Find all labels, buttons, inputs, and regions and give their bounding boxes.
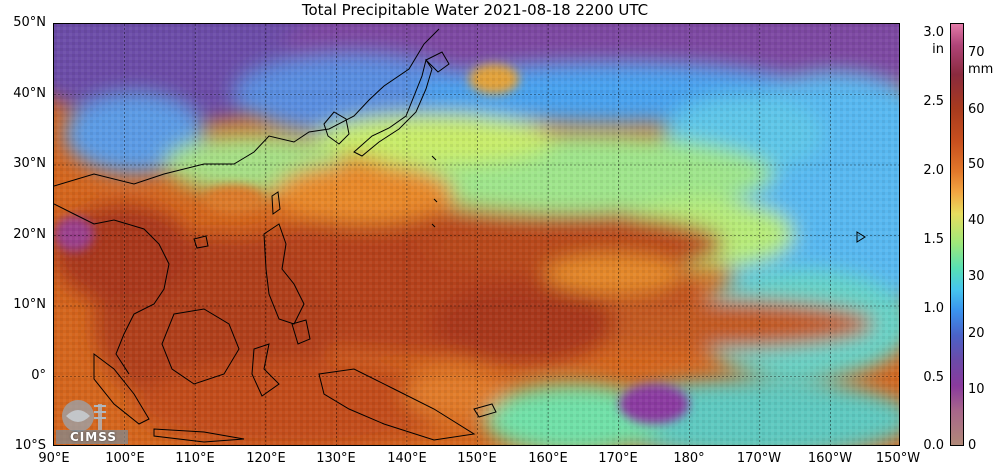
lon-label: 150°W xyxy=(875,451,921,466)
lat-label: 10°S xyxy=(14,438,46,453)
tpw-field xyxy=(54,24,899,445)
lat-label: 40°N xyxy=(13,86,46,101)
lon-label: 140°E xyxy=(387,451,427,466)
colorbar-tick-in: 0.5 xyxy=(923,370,944,385)
lon-label: 110°E xyxy=(175,451,215,466)
lon-label: 120°E xyxy=(246,451,286,466)
colorbar-tick-in: 1.0 xyxy=(923,301,944,316)
cimss-logo-icon xyxy=(56,400,128,444)
colorbar-unit-inches: in xyxy=(932,42,944,57)
colorbar-tick-mm: 20 xyxy=(968,326,985,341)
colorbar-tick-in: 3.0 xyxy=(923,25,944,40)
colorbar-tick-mm: 60 xyxy=(968,102,985,117)
lon-label: 180° xyxy=(673,451,705,466)
lon-label: 170°E xyxy=(598,451,638,466)
lon-label: 160°W xyxy=(807,451,853,466)
colorbar-tick-mm: 50 xyxy=(968,157,985,172)
lon-label: 170°W xyxy=(736,451,782,466)
colorbar-unit-mm: mm xyxy=(968,62,994,77)
lat-label: 0° xyxy=(31,368,46,383)
colorbar-tick-mm: 70 xyxy=(968,45,985,60)
colorbar-tick-in: 1.5 xyxy=(923,232,944,247)
lon-label: 90°E xyxy=(38,451,70,466)
colorbar-tick-mm: 0 xyxy=(968,438,977,453)
colorbar-tick-in: 2.5 xyxy=(923,94,944,109)
colorbar-tick-in: 0.0 xyxy=(923,438,944,453)
lat-label: 30°N xyxy=(13,156,46,171)
colorbar-tick-mm: 30 xyxy=(968,269,985,284)
lat-label: 10°N xyxy=(13,297,46,312)
colorbar xyxy=(950,23,964,446)
lon-label: 160°E xyxy=(528,451,568,466)
lat-label: 20°N xyxy=(13,227,46,242)
tpw-map xyxy=(53,23,900,446)
lon-label: 150°E xyxy=(457,451,497,466)
colorbar-tick-in: 2.0 xyxy=(923,163,944,178)
lon-label: 130°E xyxy=(316,451,356,466)
colorbar-tick-mm: 40 xyxy=(968,213,985,228)
cimss-logo-text: CIMSS xyxy=(70,430,117,444)
lon-label: 100°E xyxy=(105,451,145,466)
colorbar-tick-mm: 10 xyxy=(968,382,985,397)
map-title: Total Precipitable Water 2021-08-18 2200… xyxy=(301,1,649,19)
lat-label: 50°N xyxy=(13,15,46,30)
